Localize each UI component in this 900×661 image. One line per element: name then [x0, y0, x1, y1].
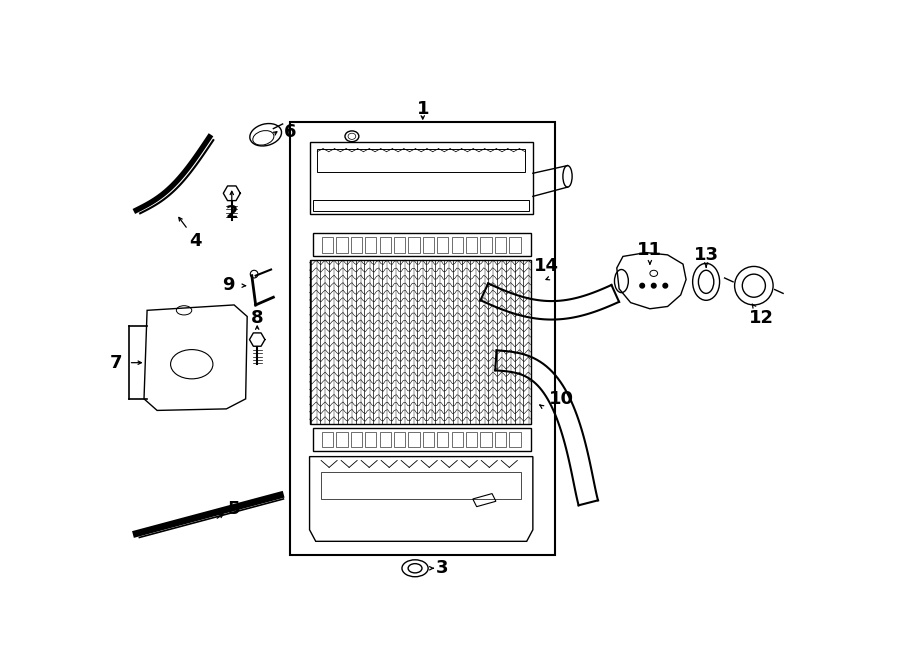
- Bar: [466, 237, 477, 253]
- Bar: [318, 149, 526, 172]
- Bar: [322, 237, 333, 253]
- Circle shape: [663, 284, 668, 288]
- Bar: [509, 237, 520, 253]
- Text: 4: 4: [189, 232, 202, 250]
- Bar: [313, 200, 529, 211]
- Text: 7: 7: [110, 354, 122, 371]
- Text: 10: 10: [549, 390, 574, 408]
- Bar: [452, 432, 463, 447]
- Bar: [310, 260, 530, 424]
- Bar: [313, 233, 530, 256]
- Bar: [509, 432, 520, 447]
- Text: 11: 11: [637, 241, 662, 259]
- Bar: [291, 122, 555, 555]
- Bar: [423, 432, 434, 447]
- Text: 13: 13: [694, 246, 718, 264]
- Bar: [409, 237, 419, 253]
- Text: 12: 12: [749, 309, 774, 327]
- Bar: [313, 428, 530, 451]
- Text: 5: 5: [228, 500, 240, 518]
- Circle shape: [652, 284, 656, 288]
- Text: 1: 1: [417, 100, 429, 118]
- Bar: [337, 432, 347, 447]
- Text: 6: 6: [284, 123, 297, 141]
- Bar: [452, 237, 463, 253]
- Bar: [409, 432, 419, 447]
- Bar: [437, 237, 448, 253]
- Bar: [365, 237, 376, 253]
- Text: 8: 8: [251, 309, 264, 327]
- Bar: [466, 432, 477, 447]
- Bar: [351, 237, 362, 253]
- Bar: [394, 432, 405, 447]
- Bar: [437, 432, 448, 447]
- Text: 14: 14: [534, 257, 558, 276]
- Bar: [380, 237, 391, 253]
- Bar: [322, 432, 333, 447]
- Bar: [481, 432, 491, 447]
- Bar: [394, 237, 405, 253]
- Text: 9: 9: [222, 276, 235, 294]
- Text: 2: 2: [226, 204, 238, 221]
- Text: 3: 3: [436, 559, 448, 577]
- Bar: [337, 237, 347, 253]
- Bar: [495, 237, 506, 253]
- Bar: [351, 432, 362, 447]
- Bar: [495, 432, 506, 447]
- Bar: [365, 432, 376, 447]
- Bar: [310, 143, 533, 214]
- Bar: [423, 237, 434, 253]
- Circle shape: [640, 284, 644, 288]
- Bar: [481, 237, 491, 253]
- Bar: [380, 432, 391, 447]
- Bar: [321, 472, 521, 499]
